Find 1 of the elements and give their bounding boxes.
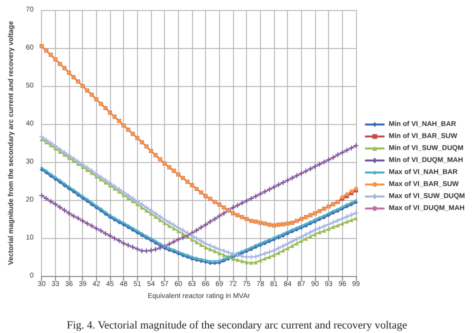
caption: Fig. 4. Vectorial magnitude of the secondary arc current and recovery voltage [66,320,408,332]
